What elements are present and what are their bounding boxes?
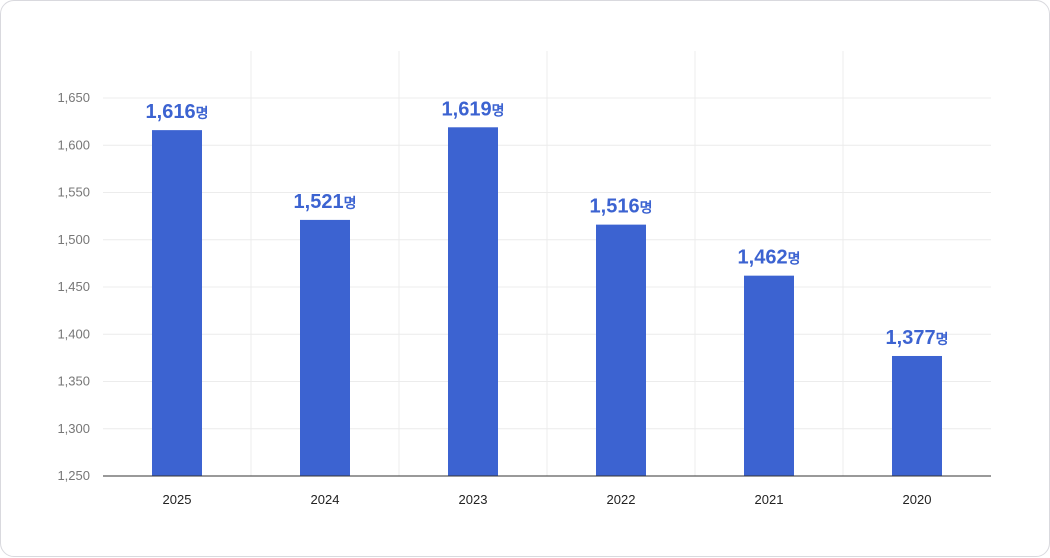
bar-data-unit: 명 — [936, 331, 949, 347]
bar — [744, 275, 794, 476]
y-tick-label: 1,400 — [57, 326, 90, 341]
bar-data-label: 1,616명 — [146, 101, 209, 123]
y-tick-label: 1,650 — [57, 90, 90, 105]
bar-data-unit: 명 — [196, 105, 209, 121]
bar-data-value: 1,516 — [590, 196, 640, 218]
y-tick-label: 1,500 — [57, 232, 90, 247]
bar-data-value: 1,521 — [294, 191, 344, 213]
y-tick-label: 1,600 — [57, 137, 90, 152]
bar — [596, 224, 646, 476]
x-tick-label: 2022 — [607, 492, 636, 507]
bar-data-unit: 명 — [788, 251, 801, 267]
x-tick-label: 2020 — [903, 492, 932, 507]
bar — [152, 130, 202, 476]
bar-data-label: 1,521명 — [294, 191, 357, 213]
x-tick-label: 2021 — [755, 492, 784, 507]
bar — [300, 219, 350, 476]
bar-data-label: 1,377명 — [886, 327, 949, 349]
bar-data-label: 1,516명 — [590, 196, 653, 218]
x-tick-label: 2024 — [311, 492, 340, 507]
bar-data-unit: 명 — [344, 195, 357, 211]
bar-data-label: 1,619명 — [442, 98, 505, 120]
y-tick-label: 1,550 — [57, 185, 90, 200]
y-tick-label: 1,350 — [57, 374, 90, 389]
bar — [892, 355, 942, 476]
y-tick-label: 1,450 — [57, 279, 90, 294]
bar-data-value: 1,619 — [442, 98, 492, 120]
x-tick-label: 2025 — [163, 492, 192, 507]
x-tick-label: 2023 — [459, 492, 488, 507]
y-tick-label: 1,250 — [57, 468, 90, 483]
bar-data-unit: 명 — [640, 200, 653, 216]
bar-data-value: 1,377 — [886, 327, 936, 349]
bar-data-unit: 명 — [492, 102, 505, 118]
bar — [448, 127, 498, 477]
y-tick-label: 1,300 — [57, 421, 90, 436]
bar-data-value: 1,616 — [146, 101, 196, 123]
bar-data-value: 1,462 — [738, 247, 788, 269]
bar-data-label: 1,462명 — [738, 247, 801, 269]
